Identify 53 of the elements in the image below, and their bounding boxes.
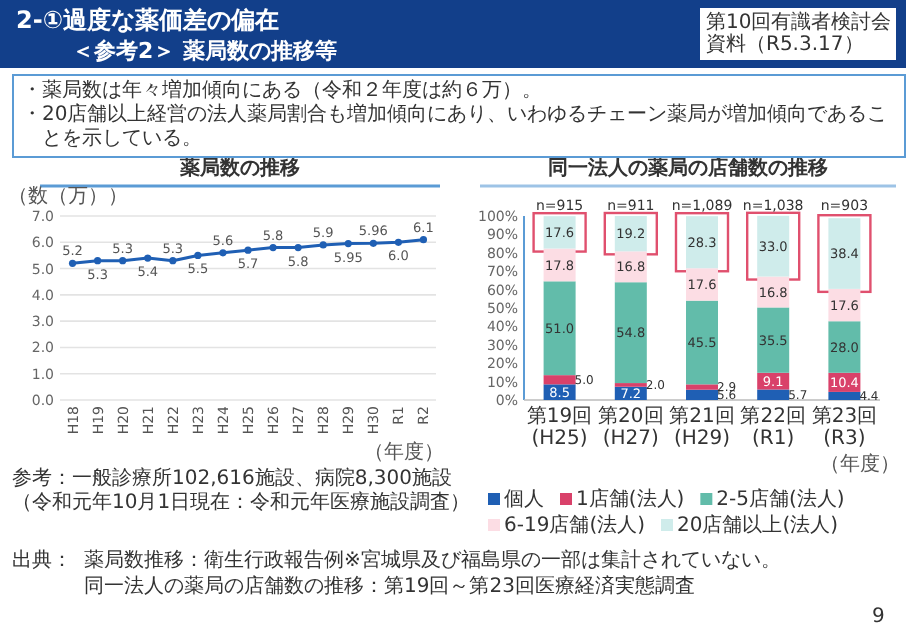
point: [119, 257, 127, 265]
point: [419, 236, 428, 244]
text: 薬局数推移：衛生行政報告例※宮城県及び福島県の一部は集計されていない。: [84, 547, 781, 574]
bar: [686, 389, 718, 400]
x-tick-label: 第20回(H27): [598, 404, 664, 450]
point: [194, 251, 202, 260]
point: [394, 238, 402, 246]
x-tick-label: 第23回(R3): [811, 404, 878, 450]
point: [269, 243, 277, 252]
x-tick-label: 第19回(H25): [526, 404, 593, 450]
x-tick-label: 第22回(R1): [740, 404, 806, 450]
legend-label: 6-19店舗(法人): [504, 513, 646, 537]
legend-label: 2-5店舗(法人): [716, 487, 845, 511]
chart-title: 同一法人の薬局の店舗数の推移: [548, 156, 828, 180]
point: [319, 241, 327, 249]
bar: [686, 384, 718, 390]
point: [169, 257, 177, 265]
point: [144, 254, 152, 262]
source-note: 出典：: [12, 547, 72, 574]
y-axis-title: （数（万））: [8, 186, 128, 208]
text: （令和元年10月1日現在：令和元年医療施設調査）: [12, 490, 471, 514]
x-tick-label: 第21回(H29): [669, 404, 735, 450]
bar: [757, 307, 790, 373]
text: 資料（R5.3.17）: [706, 34, 864, 56]
text: 参考：一般診療所102,616施設、病院8,300施設: [12, 466, 452, 490]
text: 第10回有識者検討会: [706, 12, 892, 34]
bar: [828, 391, 861, 400]
legend-label: 個人: [504, 489, 544, 511]
point: [244, 246, 252, 254]
bar: [757, 389, 790, 400]
bar: [543, 281, 576, 376]
text: 同一法人の薬局の店舗数の推移：第19回～第23回医療経済実態調査: [84, 573, 695, 600]
point: [369, 239, 377, 247]
text: 9: [872, 606, 885, 628]
legend-label: 20店舗以上(法人): [677, 513, 839, 537]
point: [219, 249, 227, 257]
point: [94, 257, 102, 265]
bar: [686, 300, 718, 385]
x-axis-title: （年度）: [820, 452, 900, 476]
text: ・薬局数は年々増加傾向にある（令和２年度は約６万）。: [22, 80, 544, 103]
point: [294, 243, 302, 252]
bar: [614, 282, 647, 384]
chart-title: 薬局数の推移: [178, 156, 300, 180]
legend-label: 1店舗(法人): [576, 487, 685, 511]
bar: [686, 268, 718, 301]
bar: [543, 375, 576, 385]
text: ＜参考2＞ 薬局数の推移等: [72, 36, 337, 66]
text: ・20店舗以上経営の法人薬局割合も増加傾向にあり、いわゆるチェーン薬局が増加傾向であることを示している。: [22, 104, 890, 152]
x-axis-title: （年度）: [364, 440, 444, 464]
point: [68, 259, 77, 267]
text: 2-①過度な薬価差の偏在: [16, 4, 279, 38]
bar: [828, 321, 861, 373]
point: [344, 240, 352, 248]
